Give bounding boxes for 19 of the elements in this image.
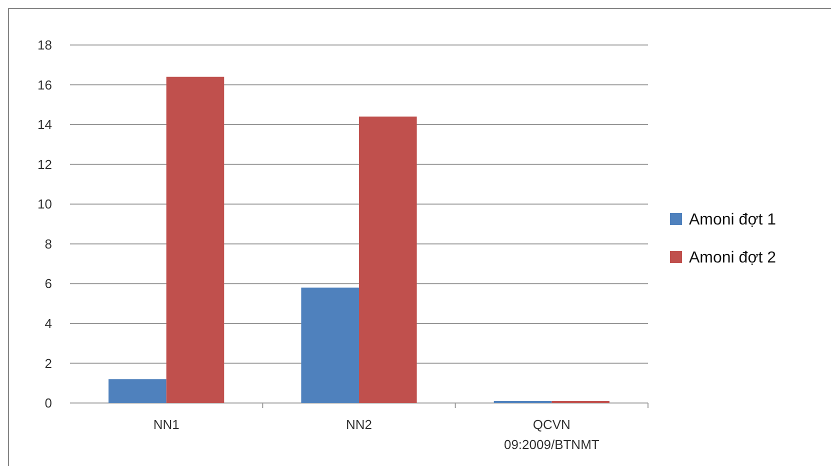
y-tick-label: 14 [38,117,52,132]
bar [108,379,166,403]
x-tick-label: QCVN 09:2009/BTNMT [504,417,600,452]
legend-label: Amoni đợt 2 [689,250,776,267]
y-tick-label: 10 [38,196,52,212]
y-tick-label: 2 [44,356,52,371]
y-tick-label: 16 [38,77,52,92]
y-tick-label: 18 [38,38,52,53]
y-tick-label: 0 [44,396,52,411]
x-tick-label: NN2 [346,417,372,432]
bar [166,76,224,403]
bar [301,288,359,403]
bar [359,116,417,403]
y-tick-label: 4 [44,316,52,331]
y-tick-label: 12 [38,156,52,172]
y-tick-label: 8 [44,236,52,252]
legend-label: Amoni đợt 1 [689,212,776,229]
x-tick-label: NN1 [153,417,180,432]
y-tick-label: 6 [44,276,52,292]
